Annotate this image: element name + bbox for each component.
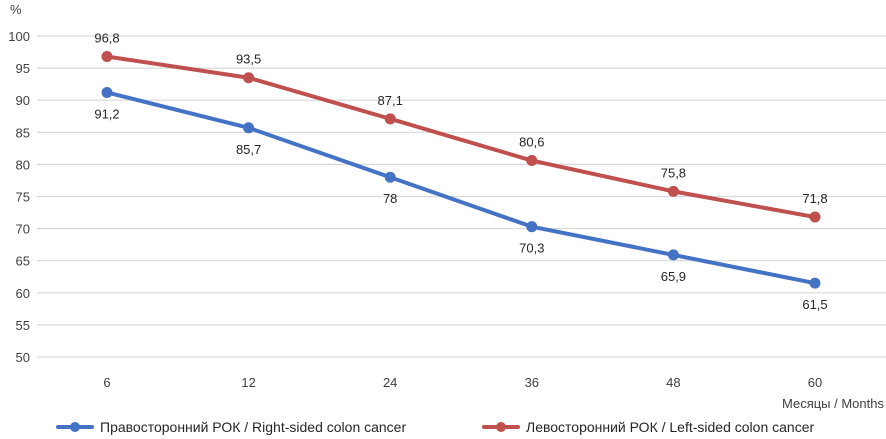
data-point bbox=[809, 211, 821, 223]
data-point bbox=[809, 277, 821, 289]
data-label: 75,8 bbox=[661, 165, 686, 180]
data-label: 65,9 bbox=[661, 269, 686, 284]
data-label: 96,8 bbox=[94, 31, 119, 46]
data-label: 93,5 bbox=[236, 52, 261, 67]
data-label: 91,2 bbox=[94, 106, 119, 121]
y-tick-label: 70 bbox=[16, 222, 30, 237]
legend-marker-right-sided bbox=[56, 419, 94, 435]
y-tick-label: 80 bbox=[16, 157, 30, 172]
data-point bbox=[243, 122, 255, 134]
legend-item-left-sided: Левосторонний РОК / Left-sided colon can… bbox=[482, 419, 814, 435]
x-tick-label: 48 bbox=[666, 375, 680, 390]
legend-label-left-sided: Левосторонний РОК / Left-sided colon can… bbox=[526, 419, 815, 435]
data-label: 70,3 bbox=[519, 241, 544, 256]
series-line bbox=[105, 90, 817, 286]
data-label: 71,8 bbox=[802, 191, 827, 206]
y-tick-label: 90 bbox=[16, 93, 30, 108]
data-label: 87,1 bbox=[378, 93, 403, 108]
legend: Правосторонний РОК / Right-sided colon c… bbox=[0, 419, 886, 439]
data-point bbox=[667, 249, 679, 261]
y-tick-label: 75 bbox=[16, 190, 30, 205]
x-axis-label: Месяцы / Months bbox=[782, 396, 885, 411]
y-tick-label: 85 bbox=[16, 125, 30, 140]
x-tick-label: 60 bbox=[808, 375, 822, 390]
data-point bbox=[101, 51, 113, 63]
data-point bbox=[526, 221, 538, 233]
y-tick-label: 95 bbox=[16, 61, 30, 76]
legend-label-right-sided: Правосторонний РОК / Right-sided colon c… bbox=[100, 419, 407, 435]
data-point bbox=[243, 72, 255, 84]
data-point bbox=[384, 113, 396, 125]
y-tick-label: 65 bbox=[16, 254, 30, 269]
legend-marker-left-sided bbox=[482, 419, 520, 435]
series-1: 96,8 93,5 87,1 80,6 75,8 71,8 bbox=[94, 31, 828, 223]
data-label: 80,6 bbox=[519, 135, 544, 150]
y-tick-label: 55 bbox=[16, 318, 30, 333]
series-0: 91,2 85,7 78 70,3 65,9 61,5 bbox=[94, 86, 828, 312]
data-point bbox=[526, 155, 538, 167]
y-axis-label: % bbox=[10, 2, 22, 17]
y-tick-label: 100 bbox=[8, 29, 30, 44]
series-line bbox=[105, 54, 817, 220]
x-tick-label: 24 bbox=[383, 375, 397, 390]
data-label: 61,5 bbox=[802, 297, 827, 312]
data-point bbox=[101, 86, 113, 98]
data-point bbox=[384, 171, 396, 183]
x-tick-label: 6 bbox=[103, 375, 110, 390]
legend-item-right-sided: Правосторонний РОК / Right-sided colon c… bbox=[56, 419, 406, 435]
data-label: 85,7 bbox=[236, 142, 261, 157]
data-label: 78 bbox=[383, 191, 397, 206]
y-tick-label: 60 bbox=[16, 286, 30, 301]
y-tick-label: 50 bbox=[16, 350, 30, 365]
x-tick-label: 12 bbox=[241, 375, 255, 390]
data-point bbox=[667, 185, 679, 197]
x-tick-label: 36 bbox=[525, 375, 539, 390]
